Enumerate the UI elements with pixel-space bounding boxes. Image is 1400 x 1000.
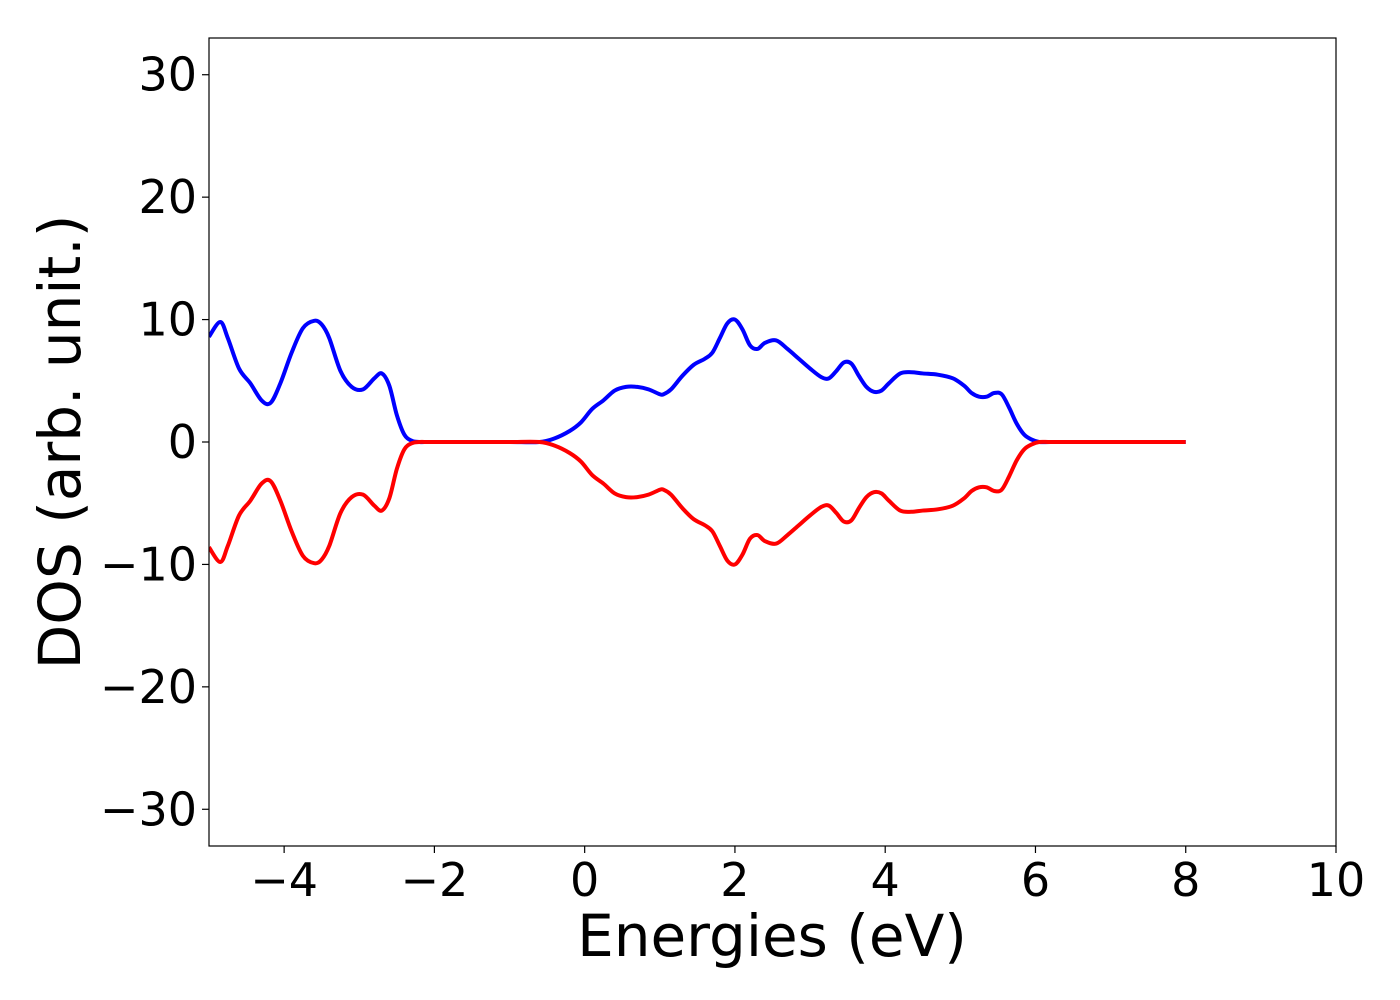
series-layer [209,317,1186,567]
x-tick-label: 8 [1171,853,1200,907]
y-tick-label: 10 [138,293,197,347]
x-tick-label: 6 [1021,853,1050,907]
series-line-negative [209,439,1186,567]
y-tick-label: 20 [138,170,197,224]
x-tick-label: 4 [871,853,900,907]
series-line-positive [209,317,1186,445]
y-axis-label: DOS (arb. unit.) [26,215,94,670]
y-tick-label: −10 [100,537,197,591]
y-tick-label: 0 [168,415,197,469]
x-tick-label: −4 [250,853,318,907]
x-axis-label: Energies (eV) [577,902,967,970]
x-tick-label: 2 [720,853,749,907]
x-axis: −4 −2 0 2 4 6 8 10 [250,846,1365,907]
x-tick-label: 10 [1307,853,1366,907]
x-tick-label: −2 [400,853,468,907]
x-tick-label: 0 [570,853,599,907]
y-axis: −30 −20 −10 0 10 20 30 [100,48,209,836]
y-tick-label: −30 [100,782,197,836]
y-tick-label: −20 [100,660,197,714]
y-tick-label: 30 [138,48,197,102]
